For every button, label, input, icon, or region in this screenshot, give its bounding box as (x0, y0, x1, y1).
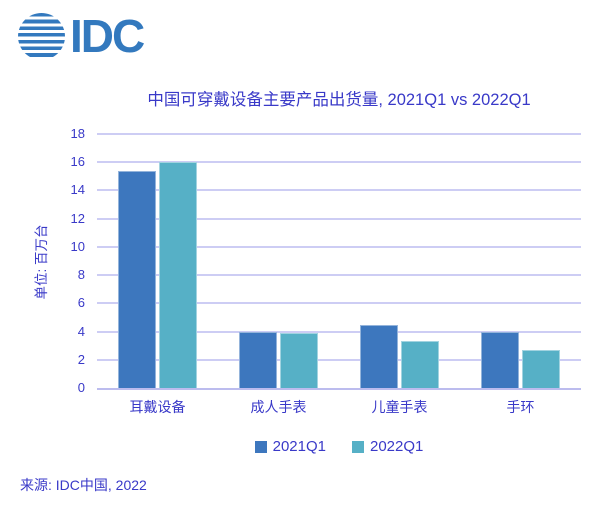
x-axis-label-手环: 手环 (506, 399, 535, 415)
gridline-18 (97, 133, 581, 135)
bar-2021Q1-成人手表 (239, 331, 277, 388)
legend-swatch-2022Q1 (352, 440, 364, 453)
idc-logo-text: IDC (70, 10, 145, 62)
bar-2022Q1-手环 (522, 349, 560, 388)
gridline-2 (97, 358, 581, 361)
y-tick-label-12: 12 (70, 210, 85, 226)
bar-2022Q1-成人手表 (280, 332, 318, 388)
y-tick-label-18: 18 (70, 126, 85, 141)
bar-2021Q1-儿童手表 (360, 324, 398, 388)
y-tick-label-16: 16 (70, 154, 85, 170)
legend: 2021Q1 2022Q1 (97, 438, 581, 455)
gridline-10 (97, 245, 581, 248)
y-tick-label-14: 14 (70, 182, 85, 198)
legend-label-2022Q1: 2022Q1 (370, 438, 424, 455)
legend-item-2021Q1: 2021Q1 (254, 438, 326, 455)
gridline-16 (97, 161, 581, 164)
legend-swatch-2021Q1 (254, 440, 267, 453)
x-axis-label-儿童手表: 儿童手表 (371, 399, 428, 415)
gridline-4 (97, 330, 581, 333)
y-tick-label-4: 4 (77, 323, 85, 339)
source-note: 来源: IDC中国, 2022 (20, 477, 147, 493)
y-tick-label-2: 2 (77, 351, 85, 367)
x-axis-labels: 耳戴设备 成人手表 儿童手表 手环 (97, 397, 581, 417)
legend-label-2021Q1: 2021Q1 (272, 438, 326, 455)
y-tick-label-10: 10 (70, 238, 85, 254)
idc-logo: IDC (18, 10, 145, 62)
gridline-14 (97, 189, 581, 192)
gridline-6 (97, 302, 581, 305)
bar-2022Q1-耳戴设备 (159, 162, 197, 388)
gridline-12 (97, 217, 581, 220)
legend-item-2022Q1: 2022Q1 (352, 438, 423, 455)
plot-area (97, 133, 581, 390)
y-axis-tick-labels: 0 2 4 6 8 10 12 14 16 18 (40, 126, 85, 395)
x-axis-label-成人手表: 成人手表 (250, 399, 307, 415)
chart-title: 中国可穿戴设备主要产品出货量, 2021Q1 vs 2022Q1 (147, 91, 531, 109)
globe-icon (18, 13, 65, 60)
y-tick-label-8: 8 (77, 267, 85, 283)
y-tick-label-0: 0 (77, 380, 85, 395)
gridline-8 (97, 274, 581, 277)
x-axis-label-耳戴设备: 耳戴设备 (129, 399, 186, 415)
bar-2021Q1-耳戴设备 (118, 170, 156, 388)
bar-2022Q1-儿童手表 (401, 341, 439, 388)
bar-2021Q1-手环 (481, 331, 519, 388)
y-tick-label-6: 6 (77, 295, 85, 311)
